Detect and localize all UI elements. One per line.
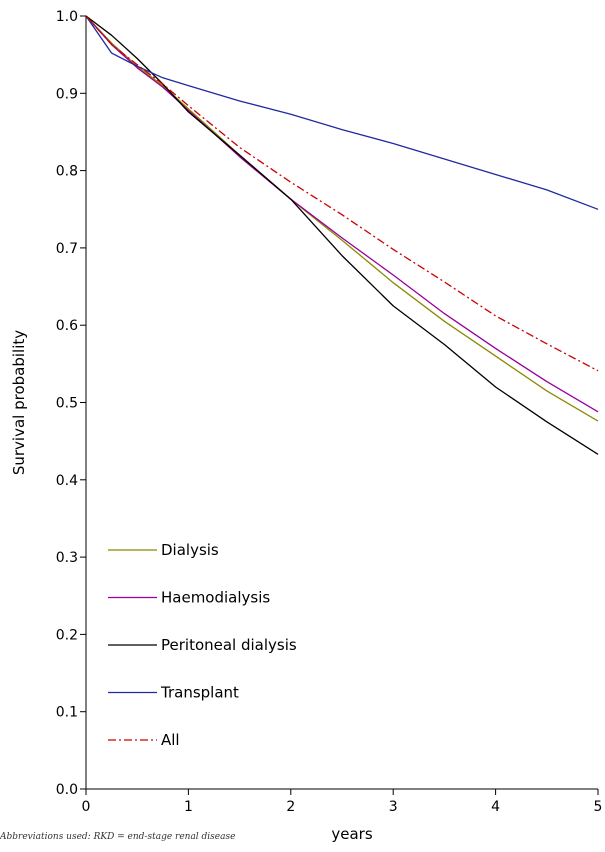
y-tick-label: 0.4 [56, 473, 78, 489]
footnote: Abbreviations used: RKD = end-stage rena… [0, 832, 236, 842]
y-tick-label: 0.7 [56, 241, 78, 257]
legend: Dialysis Haemodialysis Peritoneal dialysis… [108, 541, 297, 749]
y-tick-label: 0.5 [56, 396, 78, 412]
series-line-dialysis [85, 15, 599, 422]
y-tick-label: 0.0 [56, 782, 78, 798]
series-lines [85, 15, 599, 455]
y-tick-label: 0.6 [56, 318, 78, 334]
y-tick-label: 0.3 [56, 550, 78, 566]
x-tick-label: 3 [389, 799, 398, 815]
legend-label: All [161, 731, 180, 749]
series-line-transplant [85, 15, 599, 210]
x-axis-label: years [331, 825, 372, 843]
x-tick-label: 1 [184, 799, 193, 815]
y-tick-label: 1.0 [56, 9, 78, 25]
y-tick-label: 0.1 [56, 705, 78, 721]
x-tick-label: 2 [286, 799, 295, 815]
x-tick-label: 4 [491, 799, 500, 815]
y-tick-label: 0.8 [56, 164, 78, 180]
legend-label: Dialysis [161, 541, 219, 559]
series-line-all [85, 15, 599, 372]
y-axis-label: Survival probability [10, 330, 28, 475]
legend-label: Peritoneal dialysis [161, 636, 297, 654]
y-tick-label: 0.9 [56, 86, 78, 102]
y-tick-label: 0.2 [56, 627, 78, 643]
series-line-peritoneal-dialysis [85, 15, 599, 455]
x-tick-label: 5 [594, 799, 603, 815]
series-line-haemodialysis [85, 15, 599, 413]
legend-label: Transplant [160, 684, 239, 702]
legend-label: Haemodialysis [161, 589, 270, 607]
x-axis-ticks: 0 1 2 3 4 5 [82, 789, 603, 815]
y-axis-ticks: 0.0 0.1 0.2 0.3 0.4 0.5 0.6 0.7 0.8 0.9 1.0 [56, 9, 86, 798]
x-tick-label: 0 [82, 799, 91, 815]
